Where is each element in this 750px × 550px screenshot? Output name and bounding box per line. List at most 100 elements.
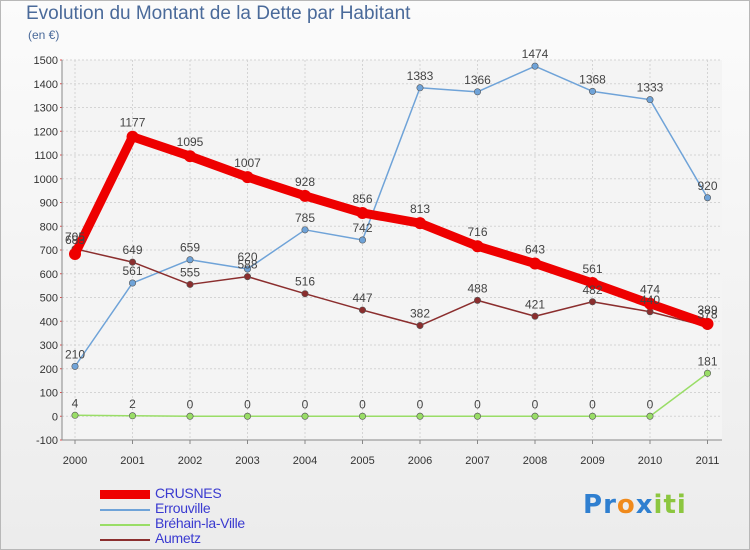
data-point-crusnes — [471, 240, 484, 253]
data-point-errouville — [416, 84, 424, 92]
data-point-brehain-la-ville — [301, 412, 309, 420]
series-line-brehain-la-ville — [74, 372, 709, 417]
data-point-aumetz — [186, 280, 194, 288]
data-point-errouville — [358, 236, 366, 244]
data-label-crusnes: 716 — [467, 225, 487, 239]
data-label-aumetz: 382 — [410, 307, 430, 321]
x-tick-label: 2000 — [63, 455, 87, 467]
y-tick-label: 1100 — [34, 150, 58, 162]
series-line-crusnes — [70, 132, 712, 329]
data-label-crusnes: 643 — [525, 243, 545, 257]
proxiti-logo: Proxiti — [583, 490, 687, 520]
data-point-crusnes — [586, 277, 599, 290]
x-tick-label: 2007 — [465, 455, 489, 467]
x-tick-label: 2011 — [696, 455, 720, 467]
data-label-errouville: 659 — [180, 241, 200, 255]
data-label-crusnes: 683 — [65, 233, 85, 247]
data-label-brehain-la-ville: 0 — [417, 397, 424, 411]
y-tick-label: 600 — [40, 269, 58, 281]
x-tick-label: 2001 — [120, 455, 144, 467]
data-label-layer: 210 561 659 620 785 742 1383 1366 1474 1368 1333 92… — [65, 47, 718, 411]
data-point-crusnes — [701, 317, 714, 330]
data-label-aumetz: 555 — [180, 265, 200, 279]
data-label-aumetz: 482 — [582, 283, 602, 297]
y-tick-label: 900 — [40, 198, 58, 210]
data-point-errouville — [703, 194, 711, 202]
data-point-brehain-la-ville — [473, 412, 481, 420]
grid-lines — [62, 59, 722, 441]
data-label-brehain-la-ville: 0 — [244, 397, 251, 411]
data-label-aumetz: 516 — [295, 275, 315, 289]
series-layer — [69, 62, 714, 420]
data-label-brehain-la-ville: 0 — [474, 397, 481, 411]
y-tick-label: 1400 — [34, 79, 58, 91]
data-label-errouville: 920 — [697, 179, 717, 193]
data-point-aumetz — [473, 296, 481, 304]
data-point-aumetz — [244, 273, 252, 281]
data-label-brehain-la-ville: 0 — [647, 397, 654, 411]
x-tick-label: 2006 — [408, 455, 432, 467]
data-label-errouville: 785 — [295, 211, 315, 225]
data-point-brehain-la-ville — [244, 412, 252, 420]
legend-label-brehain-la-ville: Bréhain-la-Ville — [155, 515, 245, 531]
legend-label-crusnes: CRUSNES — [155, 485, 222, 501]
data-point-errouville — [129, 279, 137, 287]
data-point-errouville — [588, 87, 596, 95]
data-point-errouville — [473, 88, 481, 96]
x-tick-label: 2009 — [580, 455, 604, 467]
data-label-errouville: 1368 — [579, 72, 606, 86]
data-point-crusnes — [241, 171, 254, 184]
series-line-aumetz — [74, 248, 709, 328]
data-point-crusnes — [126, 130, 139, 143]
x-tick-label: 2010 — [638, 455, 662, 467]
data-label-crusnes: 928 — [295, 175, 315, 189]
data-label-aumetz: 588 — [237, 258, 257, 272]
data-point-errouville — [301, 226, 309, 234]
data-label-aumetz: 705 — [65, 230, 85, 244]
legend-swatch-crusnes — [100, 490, 150, 499]
data-label-errouville: 1333 — [637, 81, 664, 95]
x-tick-label: 2002 — [178, 455, 202, 467]
y-tick-label: 800 — [40, 221, 58, 233]
series-line-errouville — [74, 65, 709, 368]
logo-letter: P — [583, 490, 604, 520]
data-point-crusnes — [69, 248, 81, 261]
data-point-brehain-la-ville — [588, 412, 596, 420]
chart-subtitle: (en €) — [28, 28, 60, 42]
y-tick-label: 100 — [40, 388, 58, 400]
x-tick-label: 2005 — [350, 455, 374, 467]
data-point-errouville — [531, 62, 539, 70]
data-label-brehain-la-ville: 2 — [129, 397, 136, 411]
data-point-brehain-la-ville — [416, 412, 424, 420]
y-tick-label: 300 — [40, 340, 58, 352]
data-point-aumetz — [358, 306, 366, 314]
data-point-brehain-la-ville — [531, 412, 539, 420]
legend-swatch-brehain-la-ville — [100, 524, 150, 526]
logo-letter: o — [616, 490, 636, 520]
data-point-aumetz — [531, 312, 539, 320]
data-label-errouville: 620 — [237, 250, 257, 264]
data-label-brehain-la-ville: 0 — [302, 397, 309, 411]
data-label-errouville: 742 — [352, 221, 372, 235]
data-point-errouville — [646, 96, 654, 104]
data-label-aumetz: 649 — [122, 243, 142, 257]
axes: -100010020030040050060070080090010001100… — [34, 55, 722, 467]
data-point-aumetz — [301, 290, 309, 298]
data-point-crusnes — [414, 217, 426, 230]
data-point-crusnes — [299, 189, 311, 202]
data-label-brehain-la-ville: 4 — [72, 396, 79, 410]
data-label-brehain-la-ville: 0 — [187, 397, 194, 411]
data-label-errouville: 210 — [65, 347, 85, 361]
data-point-crusnes — [644, 297, 656, 310]
data-point-crusnes — [529, 257, 541, 270]
data-label-crusnes: 1095 — [177, 135, 204, 149]
data-label-errouville: 1474 — [522, 47, 549, 61]
data-label-brehain-la-ville: 0 — [589, 397, 596, 411]
legend-swatch-aumetz — [100, 539, 150, 541]
y-tick-label: 1300 — [34, 103, 58, 115]
data-point-brehain-la-ville — [703, 369, 711, 377]
legend-swatch-errouville — [100, 509, 150, 511]
data-label-aumetz: 421 — [525, 297, 545, 311]
y-tick-label: 200 — [40, 364, 58, 376]
data-label-crusnes: 813 — [410, 202, 430, 216]
